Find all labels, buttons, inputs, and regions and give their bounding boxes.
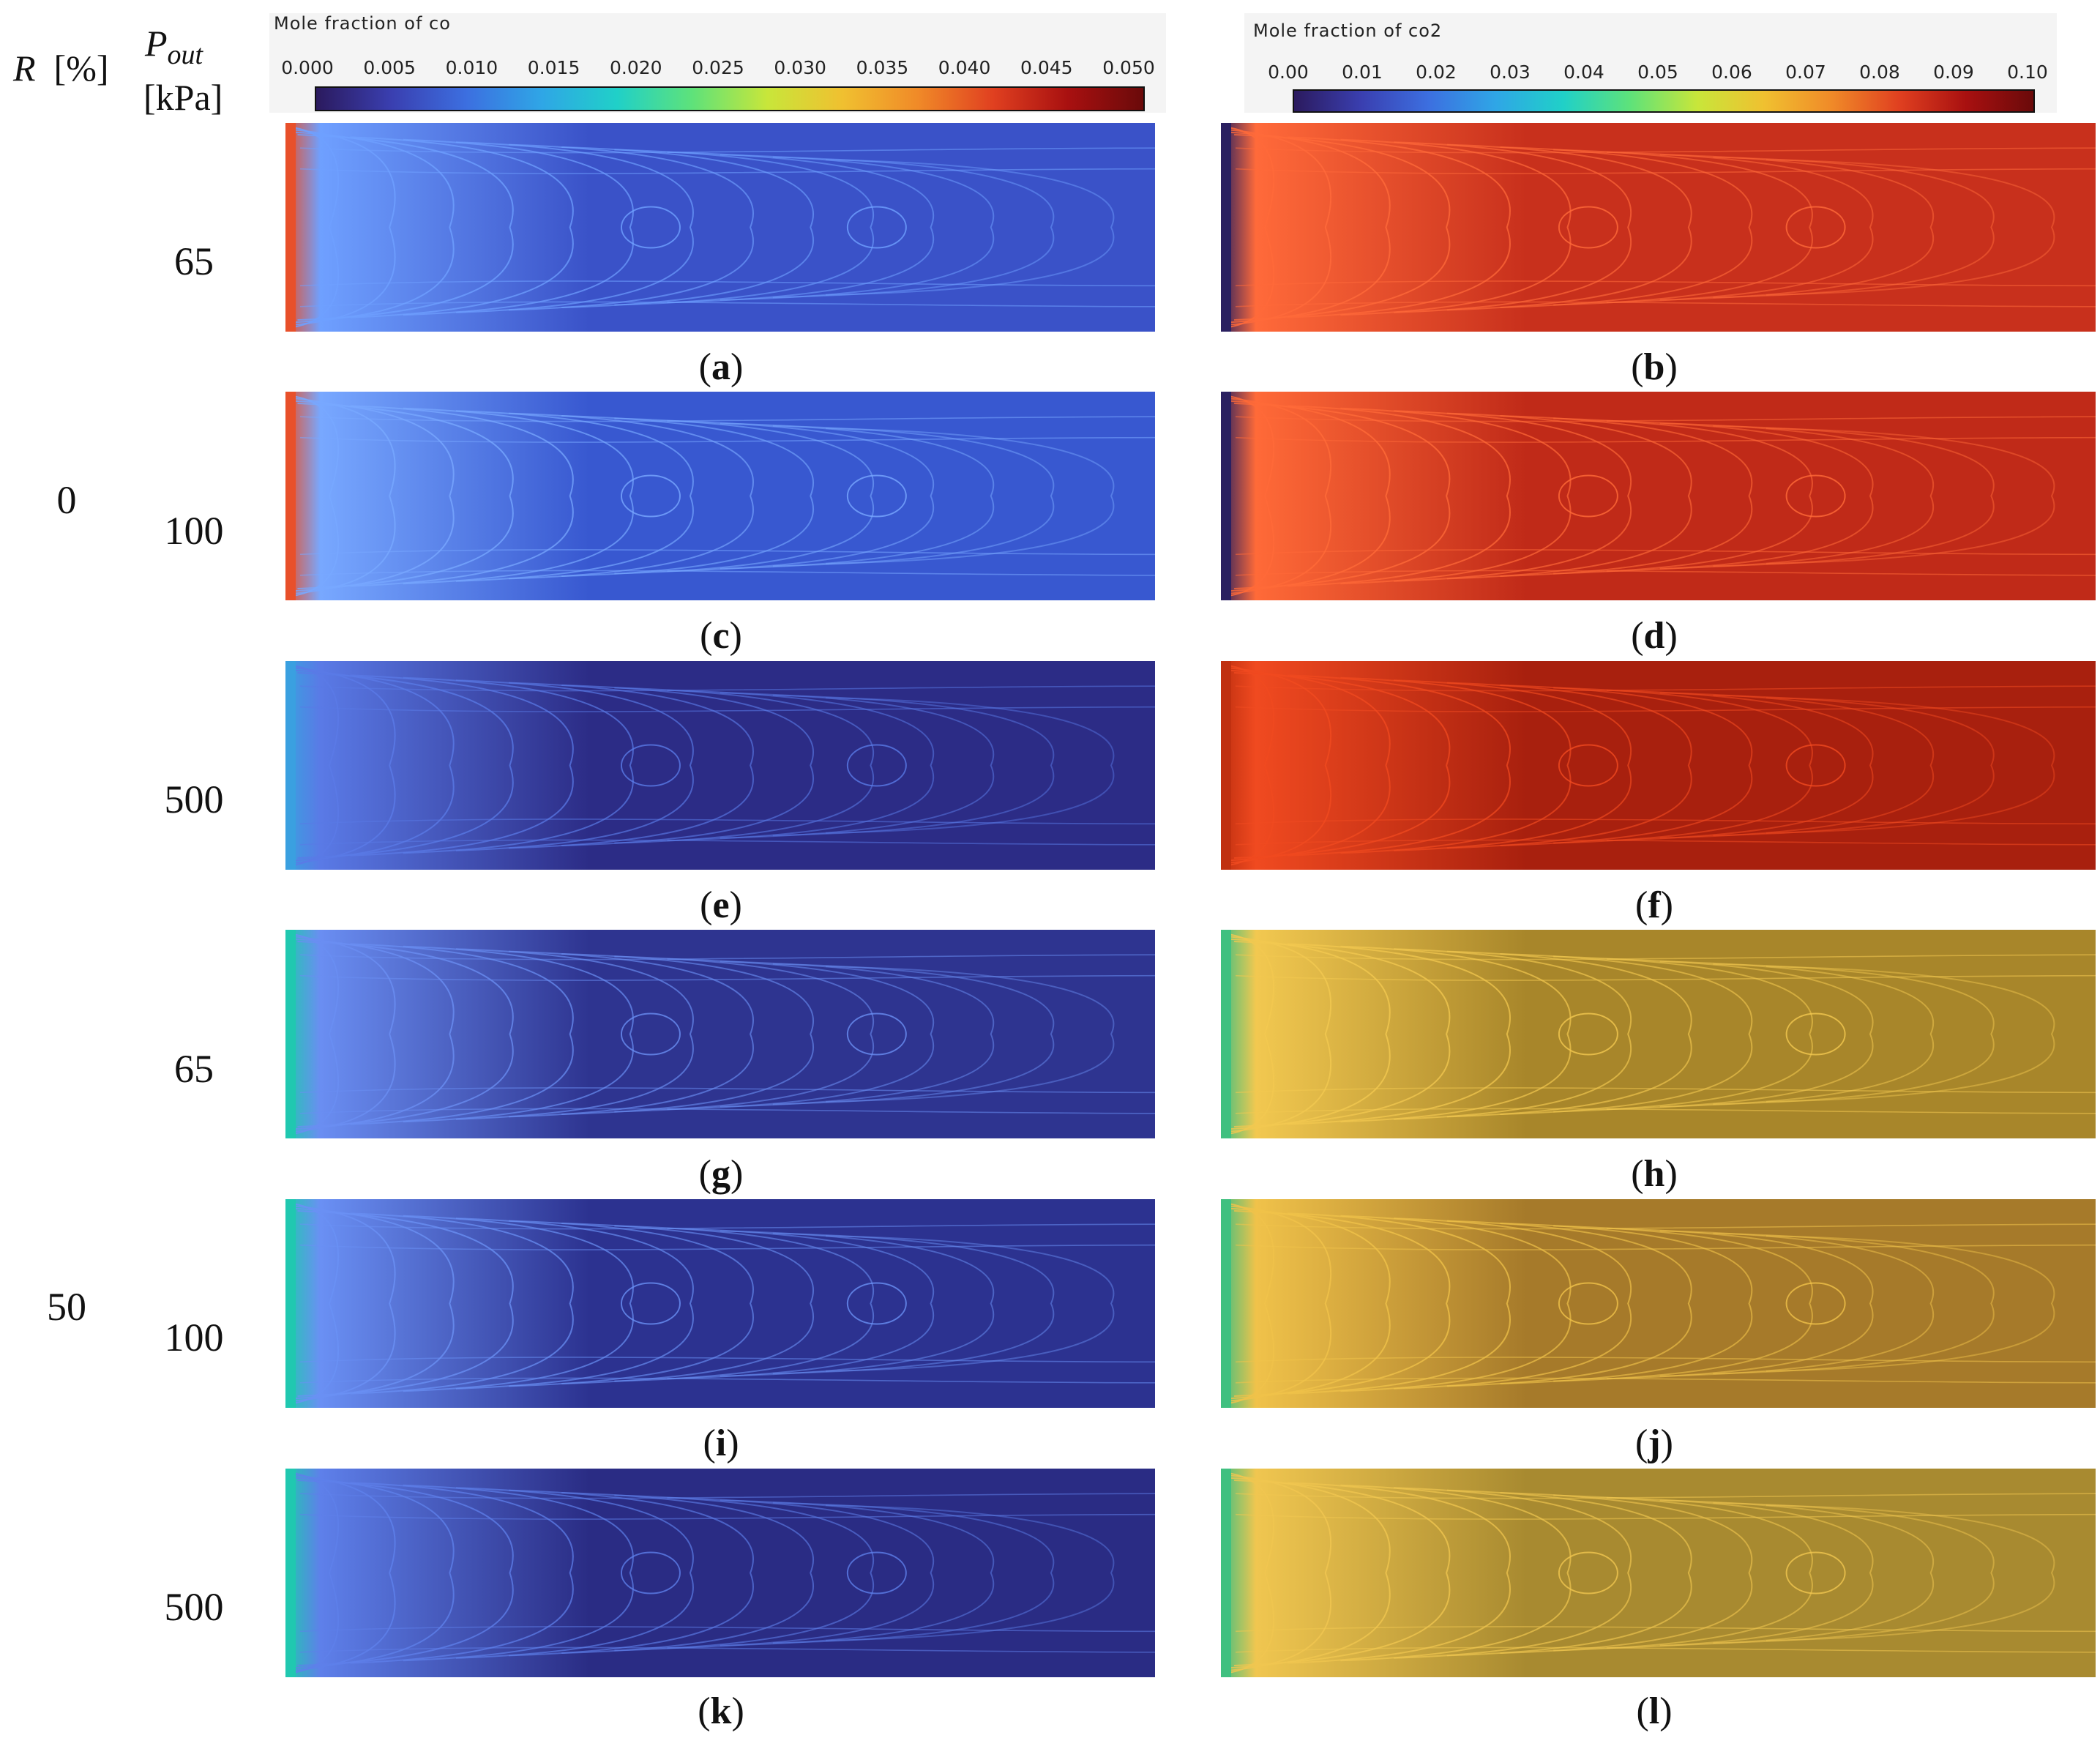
caption-g: (g): [698, 1153, 744, 1195]
colorbar-co-gradient: [315, 86, 1145, 111]
colorbar-co2: Mole fraction of co2 0.00 0.01 0.02 0.03 0.0…: [1244, 13, 2057, 113]
caption-i: (i): [703, 1422, 739, 1464]
colorbar-tick-label: 0.06: [1711, 61, 1752, 83]
contour-plot-b: [1221, 123, 2096, 332]
caption-k: (k): [698, 1690, 744, 1732]
caption-e: (e): [700, 884, 742, 926]
caption-h: (h): [1631, 1153, 1678, 1195]
contour-plot-e: [285, 661, 1155, 870]
colorbar-tick-label: 0.045: [1020, 57, 1073, 78]
r-header: R [%]: [13, 50, 109, 86]
p-unit: [kPa]: [143, 77, 223, 118]
r-group-label-50: 50: [47, 1285, 86, 1329]
colorbar-tick-label: 0.00: [1268, 61, 1309, 83]
colorbar-tick-label: 0.010: [445, 57, 498, 78]
colorbar-co: Mole fraction of co 0.000 0.005 0.010 0.015…: [269, 13, 1166, 113]
p-row-label: 100: [164, 509, 224, 553]
contour-plot-j: [1221, 1199, 2096, 1408]
p-row-label: 500: [164, 777, 224, 821]
colorbar-tick-label: 0.01: [1342, 61, 1383, 83]
caption-l: (l): [1636, 1690, 1673, 1732]
p-variable: P: [145, 23, 168, 64]
colorbar-tick-label: 0.050: [1102, 57, 1155, 78]
colorbar-tick-label: 0.000: [281, 57, 334, 78]
colorbar-tick-label: 0.02: [1416, 61, 1457, 83]
colorbar-co2-gradient: [1293, 89, 2035, 113]
colorbar-co2-title: Mole fraction of co2: [1253, 20, 1443, 41]
colorbar-tick-label: 0.040: [938, 57, 991, 78]
contour-plot-c: [285, 392, 1155, 600]
colorbar-tick-label: 0.10: [2007, 61, 2048, 83]
colorbar-tick-label: 0.035: [856, 57, 909, 78]
colorbar-tick-label: 0.03: [1490, 61, 1531, 83]
caption-f: (f): [1635, 884, 1673, 926]
contour-plot-k: [285, 1469, 1155, 1677]
contour-plot-h: [1221, 930, 2096, 1138]
contour-plot-i: [285, 1199, 1155, 1408]
contour-plot-d: [1221, 392, 2096, 600]
r-group-label-0: 0: [56, 478, 77, 522]
p-row-label: 100: [164, 1316, 224, 1360]
p-row-label: 65: [174, 1047, 214, 1091]
p-subscript: out: [167, 40, 203, 70]
contour-plot-a: [285, 123, 1155, 332]
caption-a: (a): [698, 346, 744, 388]
colorbar-tick-label: 0.015: [527, 57, 580, 78]
caption-j: (j): [1635, 1422, 1673, 1464]
p-row-label: 500: [164, 1585, 224, 1629]
r-unit: [%]: [53, 48, 109, 89]
contour-plot-l: [1221, 1469, 2096, 1677]
contour-plot-f: [1221, 661, 2096, 870]
r-variable: R: [13, 48, 36, 89]
colorbar-tick-label: 0.08: [1859, 61, 1900, 83]
p-row-label: 65: [174, 239, 214, 283]
colorbar-tick-label: 0.030: [774, 57, 826, 78]
contour-plot-g: [285, 930, 1155, 1138]
colorbar-tick-label: 0.04: [1563, 61, 1604, 83]
colorbar-tick-label: 0.07: [1785, 61, 1826, 83]
colorbar-co-title: Mole fraction of co: [274, 13, 451, 34]
caption-d: (d): [1631, 615, 1678, 657]
caption-c: (c): [700, 615, 742, 657]
colorbar-tick-label: 0.005: [363, 57, 416, 78]
caption-b: (b): [1631, 346, 1678, 388]
colorbar-tick-label: 0.05: [1637, 61, 1678, 83]
p-header: Pout: [145, 25, 203, 69]
colorbar-tick-label: 0.025: [692, 57, 744, 78]
colorbar-tick-label: 0.09: [1933, 61, 1974, 83]
colorbar-tick-label: 0.020: [610, 57, 662, 78]
